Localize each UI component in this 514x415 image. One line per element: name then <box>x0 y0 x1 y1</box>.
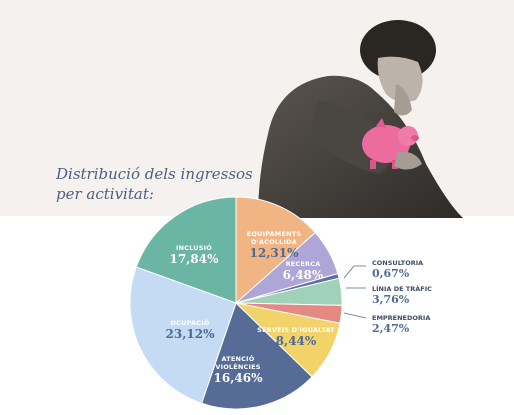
pie-label-value-equipaments-d-acollida: 12,31% <box>250 246 300 260</box>
chart-title: Distribució dels ingressos per activitat… <box>56 164 276 204</box>
pie-slice-ocupacio <box>129 266 237 404</box>
pie-label-name-ocupacio: OCUPACIÓ <box>170 318 209 327</box>
pie-label-name-consultoria: CONSULTORIA <box>372 259 423 267</box>
pie-slice-atencio-violencies <box>200 302 313 410</box>
pie-label-name-recerca: RECERCA <box>286 260 321 268</box>
pie-label-value-recerca: 6,48% <box>283 268 324 282</box>
pie-label-value-emprenedoria: 2,47% <box>372 322 410 335</box>
pie-label-name-emprenedoria: EMPRENEDORIA <box>372 314 430 322</box>
chart-title-line2: per activitat: <box>56 185 154 203</box>
pie-label-name-serveis-d-igualtat: SERVEIS D'IGUALTAT <box>257 326 335 334</box>
pie-label-value-serveis-d-igualtat: 8,44% <box>276 334 317 348</box>
pie-slices <box>129 196 343 410</box>
pie-label-name2-equipaments-d-acollida: D'ACOLLIDA <box>251 238 297 246</box>
pie-slice-inclusio <box>135 196 237 304</box>
leader-line-emprenedoria <box>343 312 367 319</box>
pie-label-name2-atencio-violencies: VIOLÈNCIES <box>215 362 260 371</box>
leader-line-consultoria <box>343 265 366 279</box>
woman-with-piggy-bank-photo <box>258 20 463 218</box>
pie-label-value-inclusio: 17,84% <box>170 252 220 266</box>
pie-label-name-equipaments-d-acollida: EQUIPAMENTS <box>247 230 302 238</box>
pie-label-name-linia-de-trafic: LÍNIA DE TRÀFIC <box>372 284 432 293</box>
pie-label-name-atencio-violencies: ATENCIÓ <box>222 354 255 363</box>
pie-label-value-consultoria: 0,67% <box>372 267 410 280</box>
pie-label-value-ocupacio: 23,12% <box>166 327 216 341</box>
pie-label-name-inclusio: INCLUSIÓ <box>176 243 212 252</box>
chart-title-line1: Distribució dels ingressos <box>56 165 253 183</box>
pie-slice-equipaments-d-acollida <box>235 196 316 305</box>
pie-label-value-atencio-violencies: 16,46% <box>214 371 264 385</box>
pie-label-value-linia-de-trafic: 3,76% <box>372 293 410 306</box>
